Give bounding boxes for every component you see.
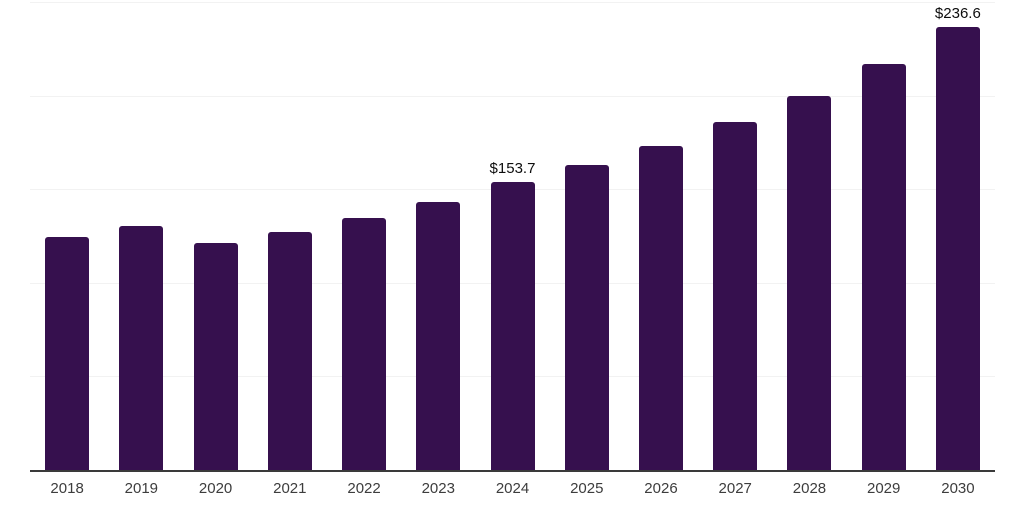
- bar-2029: [861, 64, 906, 470]
- x-axis-label-2020: 2020: [198, 480, 233, 497]
- bar-2026: [638, 145, 683, 470]
- bar-2027: [713, 121, 758, 470]
- gridline: [30, 2, 995, 3]
- x-axis: 2018 2019 2020 2021 2022 2023 2024 2025 2026 2027…: [30, 480, 995, 498]
- bar-2025: [564, 164, 609, 470]
- bar-2020: [193, 242, 238, 470]
- bar-2021: [267, 231, 312, 470]
- plot-area: $153.7 $236.6: [30, 2, 995, 472]
- bar-2024: [490, 182, 535, 470]
- gridline: [30, 95, 995, 97]
- bar-2019: [119, 225, 164, 470]
- x-axis-label-2030: 2030: [941, 480, 975, 497]
- bar-value-label-2030: $236.6: [934, 5, 981, 23]
- bar-2023: [416, 201, 461, 470]
- x-axis-label-2019: 2019: [124, 480, 159, 497]
- bar-value-label-2024: $153.7: [489, 160, 536, 178]
- bar-2022: [342, 218, 387, 470]
- x-axis-label-2027: 2027: [718, 480, 752, 497]
- x-axis-label-2023: 2023: [421, 480, 455, 497]
- x-axis-label-2029: 2029: [867, 480, 901, 497]
- x-axis-label-2018: 2018: [50, 480, 84, 497]
- x-axis-label-2025: 2025: [570, 480, 604, 497]
- bar-2018: [45, 237, 90, 470]
- x-axis-label-2024: 2024: [495, 480, 530, 497]
- x-axis-label-2022: 2022: [347, 480, 381, 497]
- x-axis-label-2028: 2028: [792, 480, 827, 497]
- x-axis-label-2021: 2021: [273, 480, 307, 497]
- x-axis-label-2026: 2026: [644, 480, 678, 497]
- bar-2028: [787, 95, 832, 470]
- bar-2030: [935, 27, 980, 470]
